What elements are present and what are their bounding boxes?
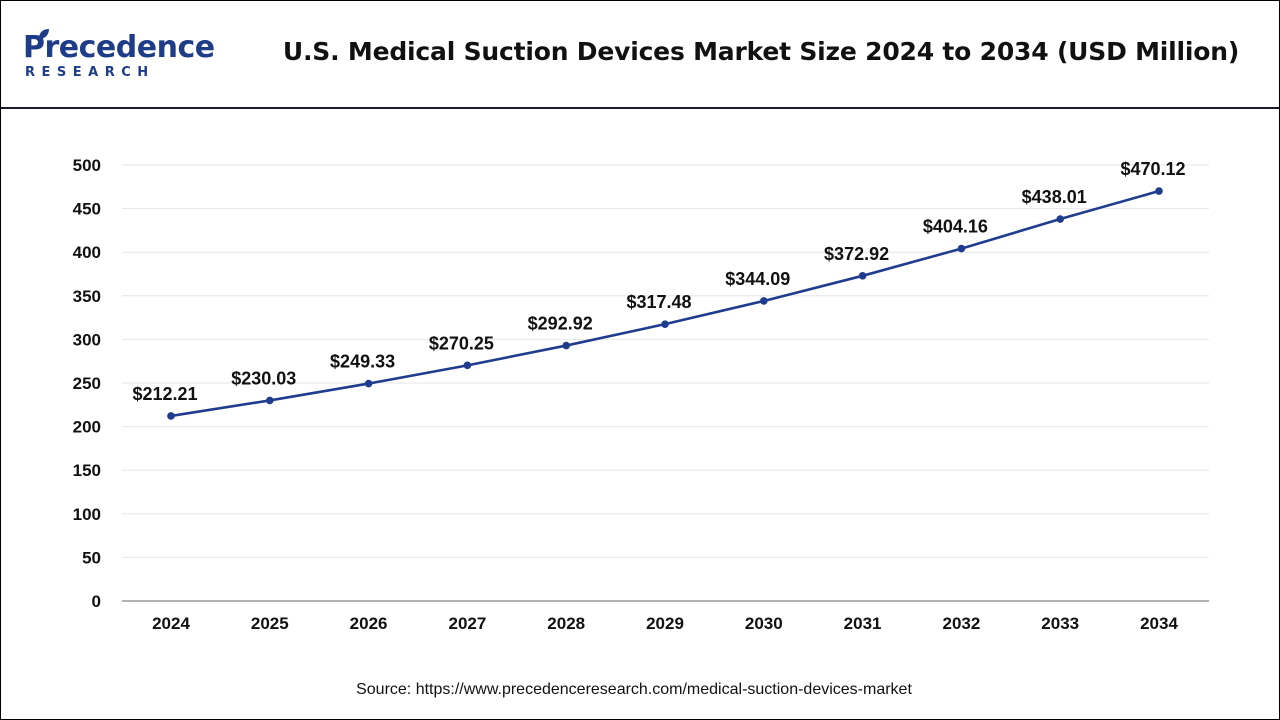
data-point-2030 — [760, 297, 768, 305]
data-point-2034 — [1155, 187, 1163, 195]
y-tick-label-400: 400 — [73, 243, 101, 262]
data-label-2025: $230.03 — [231, 368, 296, 388]
x-tick-label-2032: 2032 — [942, 614, 980, 633]
x-tick-label-2034: 2034 — [1140, 614, 1178, 633]
y-tick-label-100: 100 — [73, 505, 101, 524]
data-label-2033: $438.01 — [1022, 187, 1087, 207]
data-point-2028 — [562, 341, 570, 350]
data-point-2026 — [364, 379, 373, 388]
x-tick-label-2025: 2025 — [251, 614, 289, 633]
series — [167, 187, 1163, 420]
data-label-2027: $270.25 — [429, 333, 494, 353]
data-labels: $212.21 $230.03 $249.33 $270.25 $292.92 $317.… — [132, 159, 1185, 404]
x-tick-label-2026: 2026 — [350, 614, 388, 633]
x-tick-label-2033: 2033 — [1041, 614, 1079, 633]
x-tick-label-2029: 2029 — [646, 614, 684, 633]
y-tick-label-150: 150 — [73, 461, 101, 480]
y-tick-label-450: 450 — [73, 200, 101, 219]
y-tick-label-300: 300 — [73, 330, 101, 349]
axes: 0 50 100 150 200 250 300 350 400 450 500 2024 2025 20… — [73, 156, 1209, 633]
y-tick-label-0: 0 — [92, 592, 101, 611]
logo-wordmark: Precedence — [23, 30, 215, 65]
x-tick-label-2024: 2024 — [152, 614, 190, 633]
y-tick-label-200: 200 — [73, 418, 101, 437]
data-point-2027 — [463, 361, 472, 370]
brand-logo: Precedence RESEARCH — [23, 29, 215, 83]
y-tick-label-250: 250 — [73, 374, 101, 393]
data-point-2025 — [266, 396, 274, 405]
logo-subtitle: RESEARCH — [25, 65, 155, 80]
data-label-2032: $404.16 — [923, 217, 988, 237]
data-point-2033 — [1056, 215, 1064, 223]
data-point-2032 — [957, 244, 966, 253]
data-label-2029: $317.48 — [626, 292, 691, 312]
header-bar: Precedence RESEARCH U.S. Medical Suction… — [1, 1, 1279, 109]
y-tick-label-350: 350 — [73, 287, 101, 306]
y-tick-label-50: 50 — [82, 548, 101, 567]
x-tick-label-2027: 2027 — [448, 614, 486, 633]
data-point-2024 — [167, 412, 175, 420]
chart-title: U.S. Medical Suction Devices Market Size… — [282, 37, 1240, 66]
data-label-2034: $470.12 — [1120, 159, 1185, 179]
data-point-2031 — [858, 272, 867, 280]
x-tick-label-2030: 2030 — [745, 614, 783, 633]
x-tick-label-2031: 2031 — [844, 614, 882, 633]
gridlines — [122, 164, 1209, 558]
x-tick-label-2028: 2028 — [547, 614, 585, 633]
data-label-2031: $372.92 — [824, 244, 889, 264]
data-point-2029 — [661, 320, 669, 328]
source-note: Source: https://www.precedenceresearch.c… — [356, 681, 912, 698]
leaf-icon — [39, 29, 49, 39]
y-tick-label-500: 500 — [73, 156, 101, 175]
data-label-2024: $212.21 — [132, 384, 197, 404]
data-label-2028: $292.92 — [528, 314, 593, 334]
data-label-2030: $344.09 — [725, 269, 790, 289]
line-chart: 0 50 100 150 200 250 300 350 400 450 500 2024 2025 20… — [73, 156, 1209, 633]
data-label-2026: $249.33 — [330, 352, 395, 372]
